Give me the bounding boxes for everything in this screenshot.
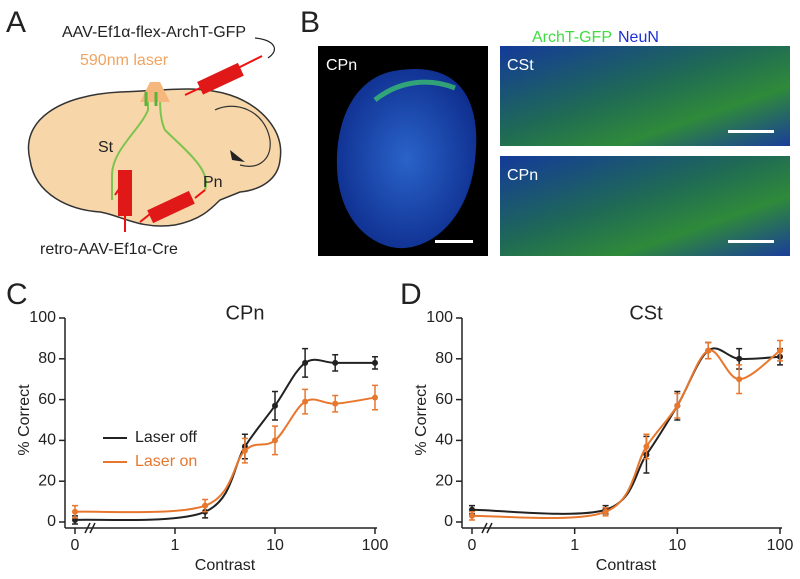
fit-curve	[471, 349, 781, 520]
brain-diagram	[27, 37, 282, 232]
y-tick-label: 20	[435, 472, 453, 489]
data-point	[643, 443, 650, 450]
y-tick-label: 0	[47, 513, 56, 530]
data-point	[674, 402, 681, 409]
y-tick-label: 0	[444, 513, 453, 530]
axis-break	[481, 522, 493, 534]
x-tick-label: 0	[71, 537, 80, 554]
legend-green: ArchT-GFP	[532, 29, 612, 46]
y-axis-label: % Correct	[413, 384, 430, 456]
x-tick-label: 100	[362, 537, 389, 554]
panel-label: B	[300, 6, 320, 39]
x-tick-label: 100	[767, 537, 794, 554]
panel-label: A	[6, 6, 26, 39]
y-tick-label: 100	[29, 309, 56, 326]
y-tick-label: 80	[435, 350, 453, 367]
legend-label: Laser off	[135, 429, 198, 446]
virus-label: AAV-Ef1α-flex-ArchT-GFP	[62, 24, 246, 41]
x-tick-label: 10	[668, 537, 686, 554]
fit-curve	[74, 358, 375, 522]
x-tick-label: 1	[171, 537, 180, 554]
y-tick-label: 80	[38, 350, 56, 367]
image-label: CPn	[507, 167, 538, 184]
data-point	[272, 402, 278, 409]
data-point	[302, 359, 309, 366]
micrograph	[500, 156, 790, 256]
data-point	[302, 398, 309, 405]
panel-label: D	[400, 278, 422, 311]
chart-title: CSt	[629, 302, 663, 324]
data-point	[202, 502, 209, 509]
x-axis-label: Contrast	[596, 557, 657, 574]
x-tick-label: 1	[570, 537, 579, 554]
data-point	[469, 512, 475, 519]
data-point	[705, 347, 712, 354]
data-point	[736, 376, 743, 383]
legend-blue: NeuN	[618, 29, 659, 46]
axis-break	[84, 522, 96, 534]
image-label: CPn	[326, 57, 357, 74]
fit-curve	[471, 347, 781, 515]
y-axis-label: % Correct	[16, 384, 33, 456]
data-point	[332, 359, 339, 366]
panel-label: C	[6, 278, 28, 311]
x-tick-label: 10	[266, 537, 284, 554]
data-point	[372, 359, 378, 366]
x-axis-label: Contrast	[195, 557, 256, 574]
y-tick-label: 60	[435, 391, 453, 408]
y-tick-label: 40	[38, 432, 56, 449]
laser-label: 590nm laser	[80, 52, 169, 69]
image-label: CSt	[507, 57, 534, 74]
legend-label: Laser on	[135, 453, 197, 470]
data-point	[332, 400, 339, 407]
y-tick-label: 40	[435, 432, 453, 449]
micrograph	[500, 46, 790, 146]
region-label: Pn	[203, 174, 223, 191]
data-point	[72, 508, 78, 515]
chart-title: CPn	[226, 302, 265, 324]
y-tick-label: 20	[38, 472, 56, 489]
brain-section	[336, 68, 477, 249]
region-label: St	[98, 139, 114, 156]
data-point	[272, 437, 278, 444]
data-point	[241, 447, 248, 454]
data-point	[372, 394, 378, 401]
virus-label: retro-AAV-Ef1α-Cre	[40, 241, 178, 258]
y-tick-label: 60	[38, 391, 56, 408]
x-tick-label: 0	[468, 537, 477, 554]
data-point	[736, 355, 743, 362]
y-tick-label: 100	[426, 309, 453, 326]
data-point	[777, 347, 783, 354]
data-point	[602, 508, 609, 515]
